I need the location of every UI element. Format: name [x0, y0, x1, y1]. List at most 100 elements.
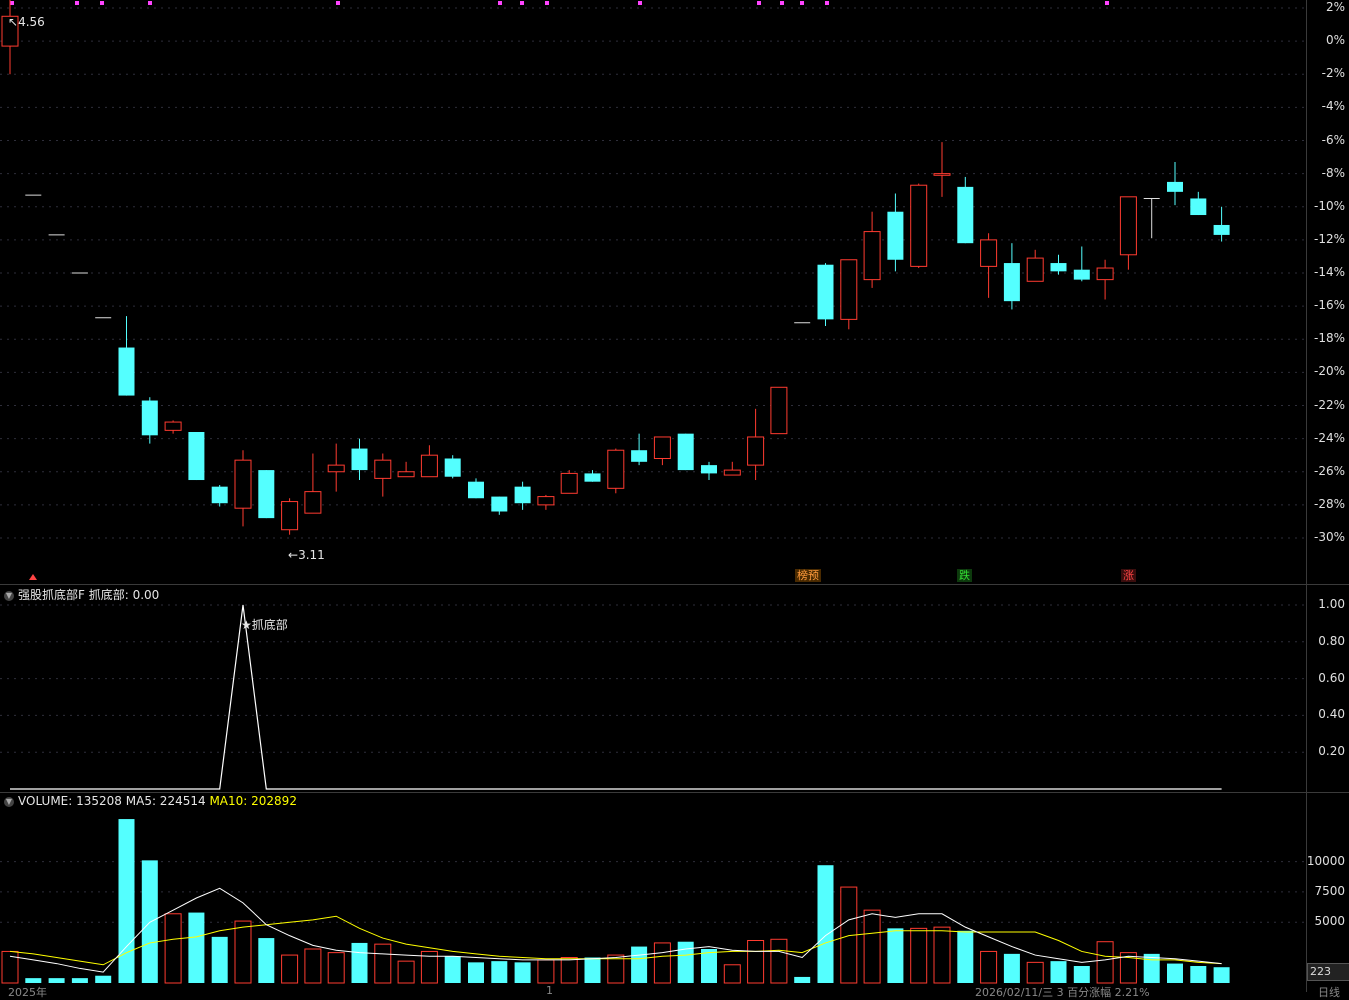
event-marker	[498, 1, 502, 5]
candle-body	[327, 464, 345, 473]
candlestick-chart[interactable]	[0, 0, 1306, 584]
candle-body	[1003, 263, 1020, 302]
candle-body	[141, 400, 158, 436]
volume-bar	[863, 909, 881, 984]
price-axis-tick: -12%	[1313, 231, 1345, 246]
candle-body	[444, 458, 461, 477]
event-marker	[638, 1, 642, 5]
period-label[interactable]: 日线	[1318, 986, 1340, 999]
candle-body	[234, 459, 252, 509]
volume-header[interactable]: ▼ VOLUME: 135208 MA5: 224514 MA10: 202892	[4, 794, 297, 808]
rise-badge[interactable]: 涨	[1121, 569, 1136, 582]
event-marker	[148, 1, 152, 5]
volume-bar	[1050, 961, 1067, 983]
date-mid-label: 1	[546, 984, 553, 997]
volume-bar	[980, 950, 998, 984]
price-axis-tick: -18%	[1313, 331, 1345, 346]
volume-bar	[444, 956, 461, 983]
collapse-icon[interactable]: ▼	[4, 590, 14, 601]
candle-body	[980, 239, 998, 267]
collapse-icon[interactable]: ▼	[4, 796, 14, 807]
indicator-axis-tick: 0.40	[1318, 707, 1345, 722]
candle-body	[607, 449, 625, 489]
volume-bar	[957, 930, 974, 983]
price-axis-tick: -14%	[1313, 265, 1345, 279]
volume-bar	[560, 957, 578, 984]
volume-bar	[933, 926, 951, 984]
volume-bar	[817, 865, 834, 983]
candle-body	[1096, 267, 1114, 281]
axis-value-box: 223	[1307, 963, 1349, 981]
candle-body	[211, 486, 228, 504]
price-axis-tick: -28%	[1313, 496, 1345, 511]
volume-bar	[607, 954, 625, 984]
volume-bar	[234, 920, 252, 984]
event-marker	[100, 1, 104, 5]
indicator-header[interactable]: ▼ 强股抓底部F 抓底部: 0.00	[4, 586, 159, 603]
candle-body	[1, 15, 19, 47]
fall-badge[interactable]: 跌	[957, 569, 972, 582]
event-marker	[545, 1, 549, 5]
volume-bar	[1213, 967, 1230, 983]
candle-body	[374, 459, 392, 479]
date-year-label: 2025年	[8, 986, 47, 999]
event-marker	[1105, 1, 1109, 5]
volume-bar	[258, 938, 275, 983]
candle-body	[397, 471, 415, 478]
volume-chart[interactable]	[0, 793, 1306, 992]
volume-bar	[794, 976, 811, 983]
ma5-value: MA5: 224514	[125, 794, 206, 808]
candle-body	[631, 450, 648, 462]
candle-body	[514, 486, 531, 504]
candle-body	[701, 465, 717, 474]
candle-body	[584, 473, 601, 482]
volume-axis-tick: 5000	[1314, 914, 1345, 929]
candle-body	[1073, 269, 1090, 280]
volume-value: VOLUME: 135208	[18, 794, 122, 808]
candle-body	[164, 421, 182, 431]
volume-bar	[770, 938, 788, 984]
ranking-badge[interactable]: 榜预	[795, 569, 821, 582]
volume-bar	[468, 962, 484, 983]
candle-body	[910, 184, 928, 267]
indicator-chart[interactable]	[0, 585, 1306, 792]
candle-body	[1167, 181, 1183, 192]
volume-bar	[723, 964, 741, 984]
price-panel[interactable]: 2% 0% -2% -4% -6% -8% -10% -12% -14% -16% -18% -20%…	[0, 0, 1349, 584]
candle-body	[1026, 257, 1044, 282]
volume-bar	[1003, 953, 1020, 983]
candle-body	[1190, 198, 1207, 216]
candle-body	[933, 173, 951, 176]
high-price-label: ↖4.56	[8, 15, 45, 29]
candle-body	[677, 433, 694, 471]
candle-body	[863, 231, 881, 281]
event-marker	[520, 1, 524, 5]
indicator-axis-tick: 1.00	[1318, 597, 1345, 611]
axis-divider	[1306, 0, 1307, 992]
price-axis-tick: -20%	[1313, 364, 1345, 379]
candle-body	[351, 448, 368, 471]
price-axis-tick: -4%	[1321, 99, 1345, 114]
candle-body	[840, 259, 858, 320]
low-price-label: ←3.11	[288, 548, 325, 562]
event-marker	[780, 1, 784, 5]
volume-bar	[701, 949, 717, 983]
candle-body	[817, 264, 834, 320]
candle-body	[747, 436, 765, 466]
price-axis-tick: -8%	[1321, 165, 1345, 180]
volume-bar	[584, 957, 601, 983]
volume-bar	[1073, 966, 1090, 983]
indicator-name[interactable]: 强股抓底部F	[18, 588, 85, 602]
candle-body	[491, 496, 508, 512]
volume-axis-tick: 10000	[1306, 853, 1345, 868]
volume-bar	[374, 943, 392, 984]
volume-panel[interactable]: ▼ VOLUME: 135208 MA5: 224514 MA10: 202892…	[0, 793, 1349, 992]
candle-body	[560, 472, 578, 494]
event-marker	[825, 1, 829, 5]
volume-bar	[910, 927, 928, 984]
indicator-panel[interactable]: ▼ 强股抓底部F 抓底部: 0.00 1.00 0.80 0.60 0.40 0.20 ★…	[0, 585, 1349, 792]
candle-body	[304, 491, 322, 514]
volume-bar	[491, 961, 508, 983]
candle-body	[723, 469, 741, 476]
price-axis-tick: -30%	[1313, 530, 1345, 544]
